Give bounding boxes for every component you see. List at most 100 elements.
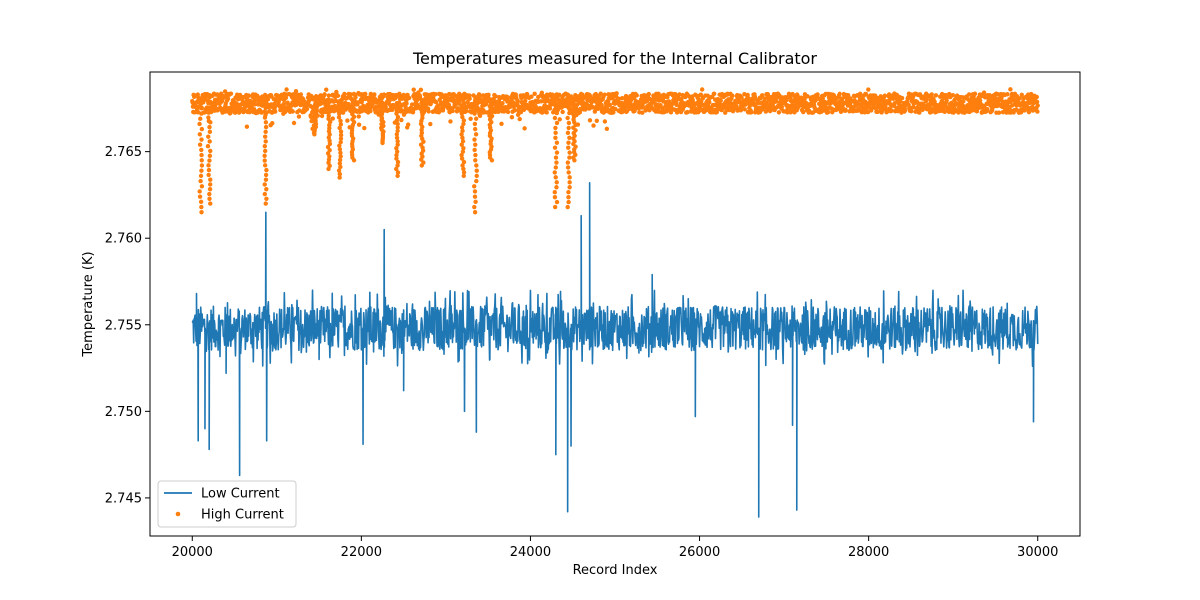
high-current-point (338, 150, 343, 155)
high-current-point (206, 163, 211, 168)
high-current-point (395, 139, 400, 144)
high-current-point (199, 137, 204, 142)
x-tick-label: 26000 (679, 545, 720, 560)
high-current-point (336, 168, 342, 173)
high-current-point (319, 113, 325, 119)
high-current-point (207, 182, 213, 187)
high-current-point (394, 149, 400, 154)
high-current-point (399, 117, 404, 123)
high-current-point (738, 108, 744, 113)
high-current-point (326, 113, 331, 118)
high-current-point (472, 121, 478, 127)
high-current-point (208, 148, 213, 154)
high-current-point (674, 102, 679, 108)
high-current-point (566, 194, 571, 200)
high-current-point (677, 92, 682, 97)
high-current-point (547, 106, 553, 111)
high-current-point (337, 143, 342, 148)
high-current-point (199, 100, 204, 106)
high-current-point (199, 158, 204, 163)
high-current-point (297, 108, 302, 113)
high-current-point (472, 204, 477, 210)
high-current-point (403, 104, 408, 110)
high-current-point (252, 102, 258, 107)
high-current-point (246, 93, 252, 98)
high-current-point (262, 144, 267, 149)
high-current-point (646, 91, 652, 97)
high-current-point (801, 109, 806, 115)
high-current-point (567, 110, 572, 116)
high-current-point (404, 101, 409, 106)
high-current-point (711, 91, 717, 96)
high-current-point (500, 101, 505, 106)
high-current-point (566, 199, 571, 205)
high-current-point (554, 160, 559, 165)
high-current-point (474, 116, 479, 121)
high-current-point (591, 123, 596, 128)
high-current-point (714, 110, 719, 115)
high-current-point (463, 109, 469, 114)
high-current-point (461, 118, 467, 123)
high-current-point (493, 94, 498, 99)
high-current-point (818, 105, 824, 110)
series-high-current-points (190, 87, 1040, 215)
high-current-point (553, 105, 559, 111)
high-current-point (199, 106, 204, 111)
high-current-point (197, 194, 203, 199)
high-current-point (607, 102, 612, 108)
high-current-point (460, 139, 466, 144)
high-current-point (779, 104, 785, 110)
high-current-point (557, 117, 562, 122)
high-current-point (552, 145, 558, 150)
high-current-point (263, 139, 268, 144)
high-current-point (966, 92, 972, 97)
legend-high-current-label: High Current (201, 508, 284, 523)
high-current-point (197, 121, 202, 127)
high-current-point (394, 156, 399, 161)
high-current-point (263, 120, 269, 125)
high-current-point (206, 100, 211, 106)
high-current-point (593, 91, 599, 97)
high-current-point (346, 101, 351, 107)
high-current-point (426, 109, 431, 114)
high-current-point (338, 164, 343, 170)
high-current-point (336, 115, 342, 120)
high-current-point (337, 171, 343, 177)
high-current-point (554, 180, 559, 185)
high-current-point (262, 115, 268, 120)
high-current-point (263, 201, 268, 206)
high-current-point (553, 175, 558, 180)
high-current-point (397, 92, 402, 98)
high-current-point (207, 139, 212, 144)
high-current-point (565, 165, 571, 170)
high-current-point (566, 140, 571, 145)
high-current-point (839, 97, 845, 102)
high-current-point (902, 108, 908, 113)
high-current-point (395, 163, 400, 168)
high-current-point (529, 94, 534, 99)
high-current-point (225, 96, 231, 101)
high-current-point (857, 91, 863, 96)
high-current-point (228, 110, 233, 115)
high-current-point (598, 91, 603, 96)
high-current-point (393, 104, 398, 109)
high-current-point (450, 108, 455, 114)
high-current-point (459, 142, 464, 147)
high-current-point (987, 92, 992, 98)
high-current-point (264, 100, 269, 106)
high-current-point (461, 166, 466, 172)
high-current-point (428, 121, 433, 127)
high-current-point (505, 109, 511, 115)
high-current-point (348, 92, 353, 97)
high-current-point (206, 110, 211, 115)
high-current-point (742, 107, 747, 112)
high-current-point (460, 149, 466, 154)
high-current-point (460, 114, 465, 120)
high-current-point (337, 161, 343, 166)
y-tick-label: 2.760 (105, 232, 142, 247)
high-current-point (409, 102, 415, 107)
high-current-point (843, 107, 848, 113)
high-current-point (199, 147, 204, 153)
high-current-point (338, 118, 343, 124)
high-current-point (395, 128, 400, 134)
